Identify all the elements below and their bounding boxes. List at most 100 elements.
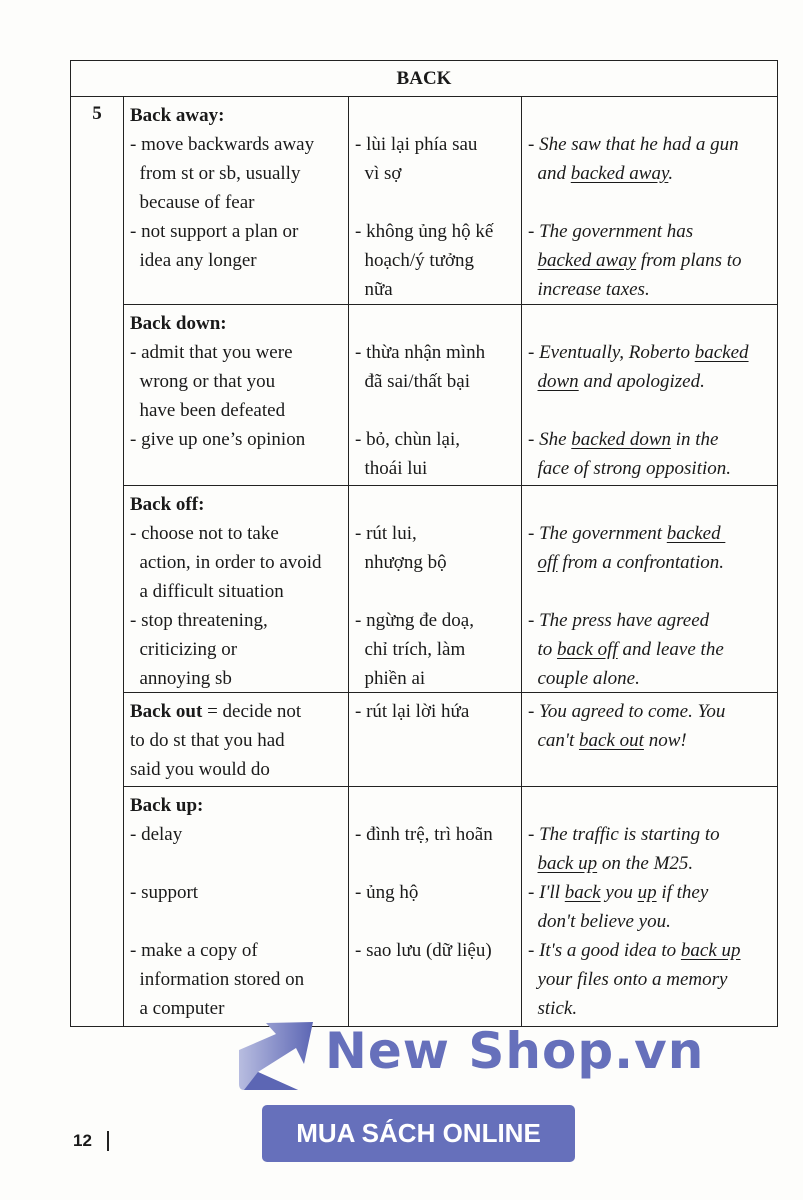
text-segment: vì sợ [355,163,402,184]
vietnamese-cell: - thừa nhận mình đã sai/thất bại - bỏ, ch… [349,305,522,485]
definition-cell: Back down: - admit that you were wrong or… [124,305,349,485]
text-segment: face of strong opposition. [528,458,732,479]
table-title: BACK [71,61,777,97]
entry-number: 5 [71,97,124,1026]
text-segment: can't [528,730,580,751]
text-segment: - lùi lại phía sau [355,134,478,155]
text-line: chỉ trích, làm [355,635,521,664]
vietnamese-cell: - rút lui, nhượng bộ - ngừng đe doạ, chỉ … [349,486,522,692]
text-line: and backed away. [528,159,777,188]
text-line [528,577,777,606]
text-line: stick. [528,994,777,1023]
text-line: - The traffic is starting to [528,820,777,849]
text-line: - not support a plan or [130,217,348,246]
text-line: - admit that you were [130,338,348,367]
text-line: down and apologized. [528,367,777,396]
text-line: - move backwards away [130,130,348,159]
text-segment: - The press have agreed [528,610,710,631]
example-cell: - You agreed to come. You can't back out… [522,693,777,786]
vietnamese-cell: - lùi lại phía sau vì sợ - không ủng hộ k… [349,97,522,304]
phrasal-verb-underlined: down [537,371,579,392]
text-line [355,490,521,519]
text-segment: - bỏ, chùn lại, [355,429,461,450]
text-line: couple alone. [528,664,777,693]
text-line: back up on the M25. [528,849,777,878]
phrasal-verb-underlined: back out [579,730,644,751]
phrasal-verb-underlined: backed [666,523,726,544]
text-line [355,101,521,130]
phrasal-verb-heading: Back off: [130,494,205,515]
definition-cell: Back off: - choose not to take action, in… [124,486,349,692]
text-segment: from a confrontation. [557,552,724,573]
text-line: Back off: [130,490,348,519]
phrasal-verb-underlined: backed [694,342,749,363]
text-line: nữa [355,275,521,304]
page-number: 12 [73,1131,92,1150]
text-line: nhượng bộ [355,548,521,577]
text-line: - Eventually, Roberto backed [528,338,777,367]
text-segment [528,250,538,271]
text-line: a difficult situation [130,577,348,606]
text-line: - thừa nhận mình [355,338,521,367]
text-line: Back out = decide not [130,697,348,726]
text-line: - You agreed to come. You [528,697,777,726]
phrasal-verb-heading: Back up: [130,795,204,816]
text-line: - sao lưu (dữ liệu) [355,936,521,965]
table-row: Back down: - admit that you were wrong or… [124,305,777,486]
table-body: 5 Back away: - move backwards away from s… [71,97,777,1026]
text-line: your files onto a memory [528,965,777,994]
text-segment: couple alone. [528,668,640,689]
example-cell: - Eventually, Roberto backed down and ap… [522,305,777,485]
text-line: information stored on [130,965,348,994]
text-segment: from plans to [636,250,742,271]
text-segment: - It's a good idea to [528,940,681,961]
text-segment: a computer [130,998,225,1019]
text-segment: from st or sb, usually [130,163,301,184]
text-segment: - stop threatening, [130,610,268,631]
text-segment: and [528,163,571,184]
text-segment: - move backwards away [130,134,315,155]
text-line [528,101,777,130]
text-line: - make a copy of [130,936,348,965]
text-segment: - admit that you were [130,342,293,363]
text-segment: and apologized. [578,371,705,392]
text-segment: - She [528,429,572,450]
text-line [355,791,521,820]
text-line: criticizing or [130,635,348,664]
text-line: đã sai/thất bại [355,367,521,396]
text-segment: information stored on [130,969,305,990]
text-segment: annoying sb [130,668,232,689]
text-line: - choose not to take [130,519,348,548]
text-segment: - not support a plan or [130,221,299,242]
definition-cell: Back out = decide not to do st that you h… [124,693,349,786]
text-line [528,791,777,820]
text-line: idea any longer [130,246,348,275]
text-line: a computer [130,994,348,1023]
text-segment: - ngừng đe doạ, [355,610,474,631]
text-line: - She backed down in the [528,425,777,454]
text-segment: a difficult situation [130,581,284,602]
phrasal-verb-underlined: backed away [570,163,669,184]
buy-books-online-button[interactable]: MUA SÁCH ONLINE [262,1105,575,1162]
text-segment: đã sai/thất bại [355,371,471,392]
text-line: hoạch/ý tưởng [355,246,521,275]
text-line [528,188,777,217]
text-line [355,309,521,338]
text-segment: chỉ trích, làm [355,639,466,660]
vietnamese-cell: - đình trệ, trì hoãn - ủng hộ - sao lưu (d… [349,787,522,1026]
text-segment [528,371,538,392]
text-segment: thoái lui [355,458,428,479]
definition-cell: Back away: - move backwards away from st … [124,97,349,304]
text-line: thoái lui [355,454,521,483]
text-line: - It's a good idea to back up [528,936,777,965]
text-segment: don't believe you. [528,911,671,932]
text-line: said you would do [130,755,348,784]
text-segment: . [668,163,674,184]
text-line: face of strong opposition. [528,454,777,483]
text-segment: - You agreed to come. You [528,701,726,722]
text-segment: criticizing or [130,639,238,660]
text-line: to do st that you had [130,726,348,755]
phrasal-verb-table: BACK 5 Back away: - move backwards away f… [70,60,778,1027]
text-segment: nhượng bộ [355,552,447,573]
text-line: backed away from plans to [528,246,777,275]
